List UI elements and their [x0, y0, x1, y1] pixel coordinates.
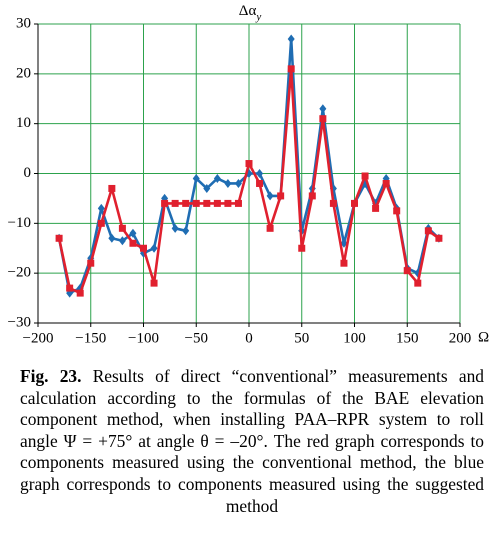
- marker: [277, 192, 285, 200]
- marker: [372, 204, 380, 212]
- marker: [351, 199, 358, 207]
- y-axis-label-subscript: y: [255, 11, 261, 23]
- marker: [340, 259, 348, 267]
- marker: [256, 169, 264, 178]
- marker: [224, 178, 232, 188]
- marker: [97, 219, 105, 227]
- marker: [298, 244, 306, 252]
- marker: [329, 199, 337, 207]
- marker: [118, 224, 126, 232]
- x-tick-label: 50: [294, 330, 309, 346]
- marker: [224, 199, 232, 207]
- x-tick-label: −100: [128, 330, 159, 346]
- caption-text: Results of direct “conventional” measure…: [20, 366, 484, 516]
- marker: [213, 199, 221, 207]
- caption-label: Fig. 23.: [20, 366, 82, 386]
- marker: [319, 115, 327, 123]
- marker: [213, 173, 221, 183]
- x-tick-label: 150: [396, 330, 419, 346]
- y-axis-label: Δαy: [239, 3, 262, 22]
- marker: [129, 228, 137, 238]
- marker: [66, 284, 74, 292]
- x-tick-label: −200: [23, 330, 54, 346]
- x-tick-label: 0: [245, 330, 253, 346]
- x-tick-label: 200: [449, 330, 472, 346]
- marker: [140, 244, 147, 252]
- y-tick-label: 0: [24, 165, 32, 181]
- marker: [192, 199, 200, 207]
- marker: [266, 224, 274, 232]
- x-tick-label: −50: [185, 330, 208, 346]
- marker: [171, 223, 179, 233]
- marker: [245, 160, 253, 168]
- y-tick-label: −10: [8, 215, 31, 231]
- marker: [192, 173, 200, 183]
- marker: [435, 234, 443, 242]
- marker: [171, 199, 179, 207]
- y-tick-label: 10: [16, 115, 31, 131]
- marker: [393, 207, 401, 215]
- marker: [403, 267, 411, 275]
- marker: [361, 172, 369, 180]
- marker: [129, 239, 137, 247]
- marker: [161, 199, 169, 207]
- marker: [424, 227, 432, 235]
- y-axis-label-main: Δα: [239, 3, 257, 19]
- marker: [203, 183, 211, 193]
- marker: [108, 184, 116, 192]
- marker: [308, 192, 316, 200]
- marker: [340, 238, 348, 248]
- marker: [414, 279, 422, 287]
- x-tick-label: −150: [75, 330, 106, 346]
- marker: [182, 199, 190, 207]
- marker: [382, 179, 390, 187]
- y-tick-label: 20: [16, 65, 31, 81]
- marker: [182, 226, 190, 236]
- marker: [234, 199, 242, 207]
- marker: [234, 178, 242, 188]
- marker: [319, 104, 327, 114]
- marker: [266, 191, 274, 201]
- marker: [55, 234, 63, 242]
- y-tick-label: 30: [16, 15, 31, 31]
- caption: Fig. 23. Results of direct “conventional…: [20, 366, 484, 517]
- x-tick-label: 100: [343, 330, 366, 346]
- marker: [87, 259, 95, 267]
- marker: [287, 34, 295, 44]
- marker: [256, 179, 264, 187]
- marker: [76, 289, 84, 297]
- x-axis-label: Ω: [478, 329, 489, 345]
- marker: [150, 243, 158, 253]
- marker: [287, 65, 295, 73]
- marker: [150, 279, 158, 287]
- chart: Δαy Ω −200 −150 −100 −50 0 50 100 150 200−30−20−…: [8, 3, 490, 346]
- y-tick-label: −30: [8, 314, 31, 330]
- marker: [97, 203, 105, 213]
- y-tick-label: −20: [8, 265, 31, 281]
- marker: [118, 236, 126, 246]
- marker: [203, 199, 211, 207]
- marker: [108, 233, 116, 243]
